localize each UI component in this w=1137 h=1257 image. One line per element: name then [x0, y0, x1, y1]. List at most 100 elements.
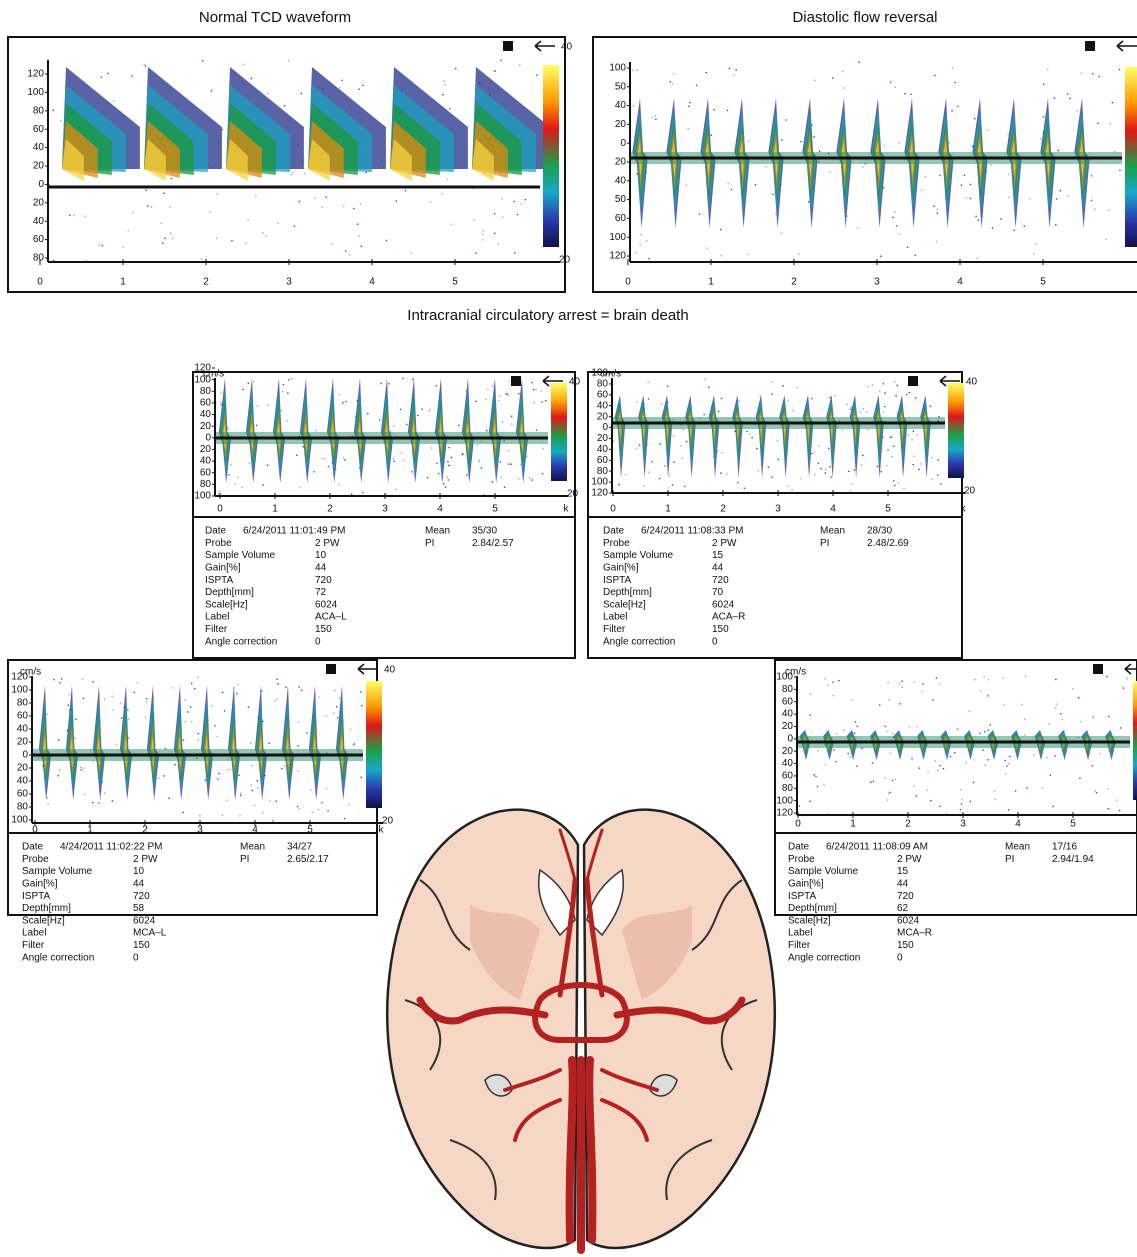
info-label: Angle correction [603, 636, 675, 647]
noise [1055, 707, 1057, 709]
noise [262, 812, 264, 814]
x-tick-label: 4 [830, 504, 836, 515]
noise [202, 60, 204, 62]
noise [899, 683, 901, 685]
noise [325, 196, 327, 198]
info-value: 15 [712, 550, 724, 561]
noise [122, 246, 124, 248]
noise [438, 473, 440, 475]
y-tick-label: 80 [200, 479, 212, 490]
x-tick-label: 2 [905, 819, 911, 830]
x-tick-label: 1 [120, 277, 126, 288]
noise [886, 465, 888, 467]
noise [1123, 687, 1125, 689]
noise [673, 435, 675, 437]
noise [360, 203, 362, 205]
color-bar-min: 20 [567, 489, 579, 500]
noise [909, 392, 911, 394]
noise [328, 466, 330, 468]
info-value: 0 [897, 952, 903, 963]
noise [931, 457, 933, 459]
info-value: 0 [315, 636, 321, 647]
noise [960, 809, 962, 811]
noise [856, 765, 858, 767]
noise [1096, 792, 1098, 794]
noise [1000, 218, 1002, 220]
noise [529, 477, 531, 479]
noise [936, 212, 938, 214]
noise [659, 443, 661, 445]
x-tick-label: 4 [957, 277, 963, 288]
noise [907, 246, 909, 248]
noise [240, 792, 242, 794]
noise [901, 686, 903, 688]
info-value: 2 PW [133, 854, 158, 865]
noise [879, 390, 881, 392]
noise [951, 110, 953, 112]
info-value: 0 [712, 636, 718, 647]
noise [1055, 224, 1057, 226]
noise [883, 383, 885, 385]
noise [536, 74, 538, 76]
noise [667, 385, 669, 387]
noise [127, 230, 129, 232]
noise [499, 395, 501, 397]
y-tick-label: 60 [17, 711, 29, 722]
noise [636, 448, 638, 450]
noise [957, 105, 959, 107]
x-tick-label: 5 [1070, 819, 1076, 830]
noise [500, 59, 502, 61]
noise [498, 400, 500, 402]
noise [798, 253, 800, 255]
y-tick-label: 0 [787, 733, 793, 744]
noise [1112, 102, 1114, 104]
noise [344, 818, 346, 820]
y-tick-label: 60 [200, 467, 212, 478]
noise [494, 213, 496, 215]
y-tick-label: 50 [615, 81, 627, 92]
noise [884, 145, 886, 147]
noise [687, 128, 689, 130]
noise [991, 164, 993, 166]
noise [964, 175, 966, 177]
x-tick-label: 0 [625, 277, 631, 288]
y-tick-label: 100 [11, 685, 28, 696]
noise [284, 105, 286, 107]
noise [493, 70, 495, 72]
noise [164, 237, 166, 239]
unit-label: cm/s [203, 369, 224, 380]
noise [872, 780, 874, 782]
noise [237, 476, 239, 478]
noise [1064, 730, 1066, 732]
noise [858, 61, 860, 63]
noise [84, 794, 86, 796]
noise [862, 408, 864, 410]
noise [131, 75, 133, 77]
noise [889, 792, 891, 794]
noise [431, 447, 433, 449]
noise [518, 393, 520, 395]
noise [338, 394, 340, 396]
noise [262, 484, 264, 486]
noise [182, 812, 184, 814]
noise [893, 480, 895, 482]
noise [343, 205, 345, 207]
noise [519, 64, 521, 66]
noise [476, 444, 478, 446]
noise [84, 215, 86, 217]
noise [777, 459, 779, 461]
noise [291, 174, 293, 176]
noise [884, 392, 886, 394]
noise [245, 243, 247, 245]
info-value: MCA–R [897, 928, 932, 939]
noise [197, 677, 199, 679]
noise [817, 750, 819, 752]
info-value: 44 [315, 563, 327, 574]
noise [854, 721, 856, 723]
noise [504, 486, 506, 488]
noise [1080, 721, 1082, 723]
noise [1060, 190, 1062, 192]
noise [829, 466, 831, 468]
noise [937, 474, 939, 476]
info-value: 70 [712, 587, 724, 598]
